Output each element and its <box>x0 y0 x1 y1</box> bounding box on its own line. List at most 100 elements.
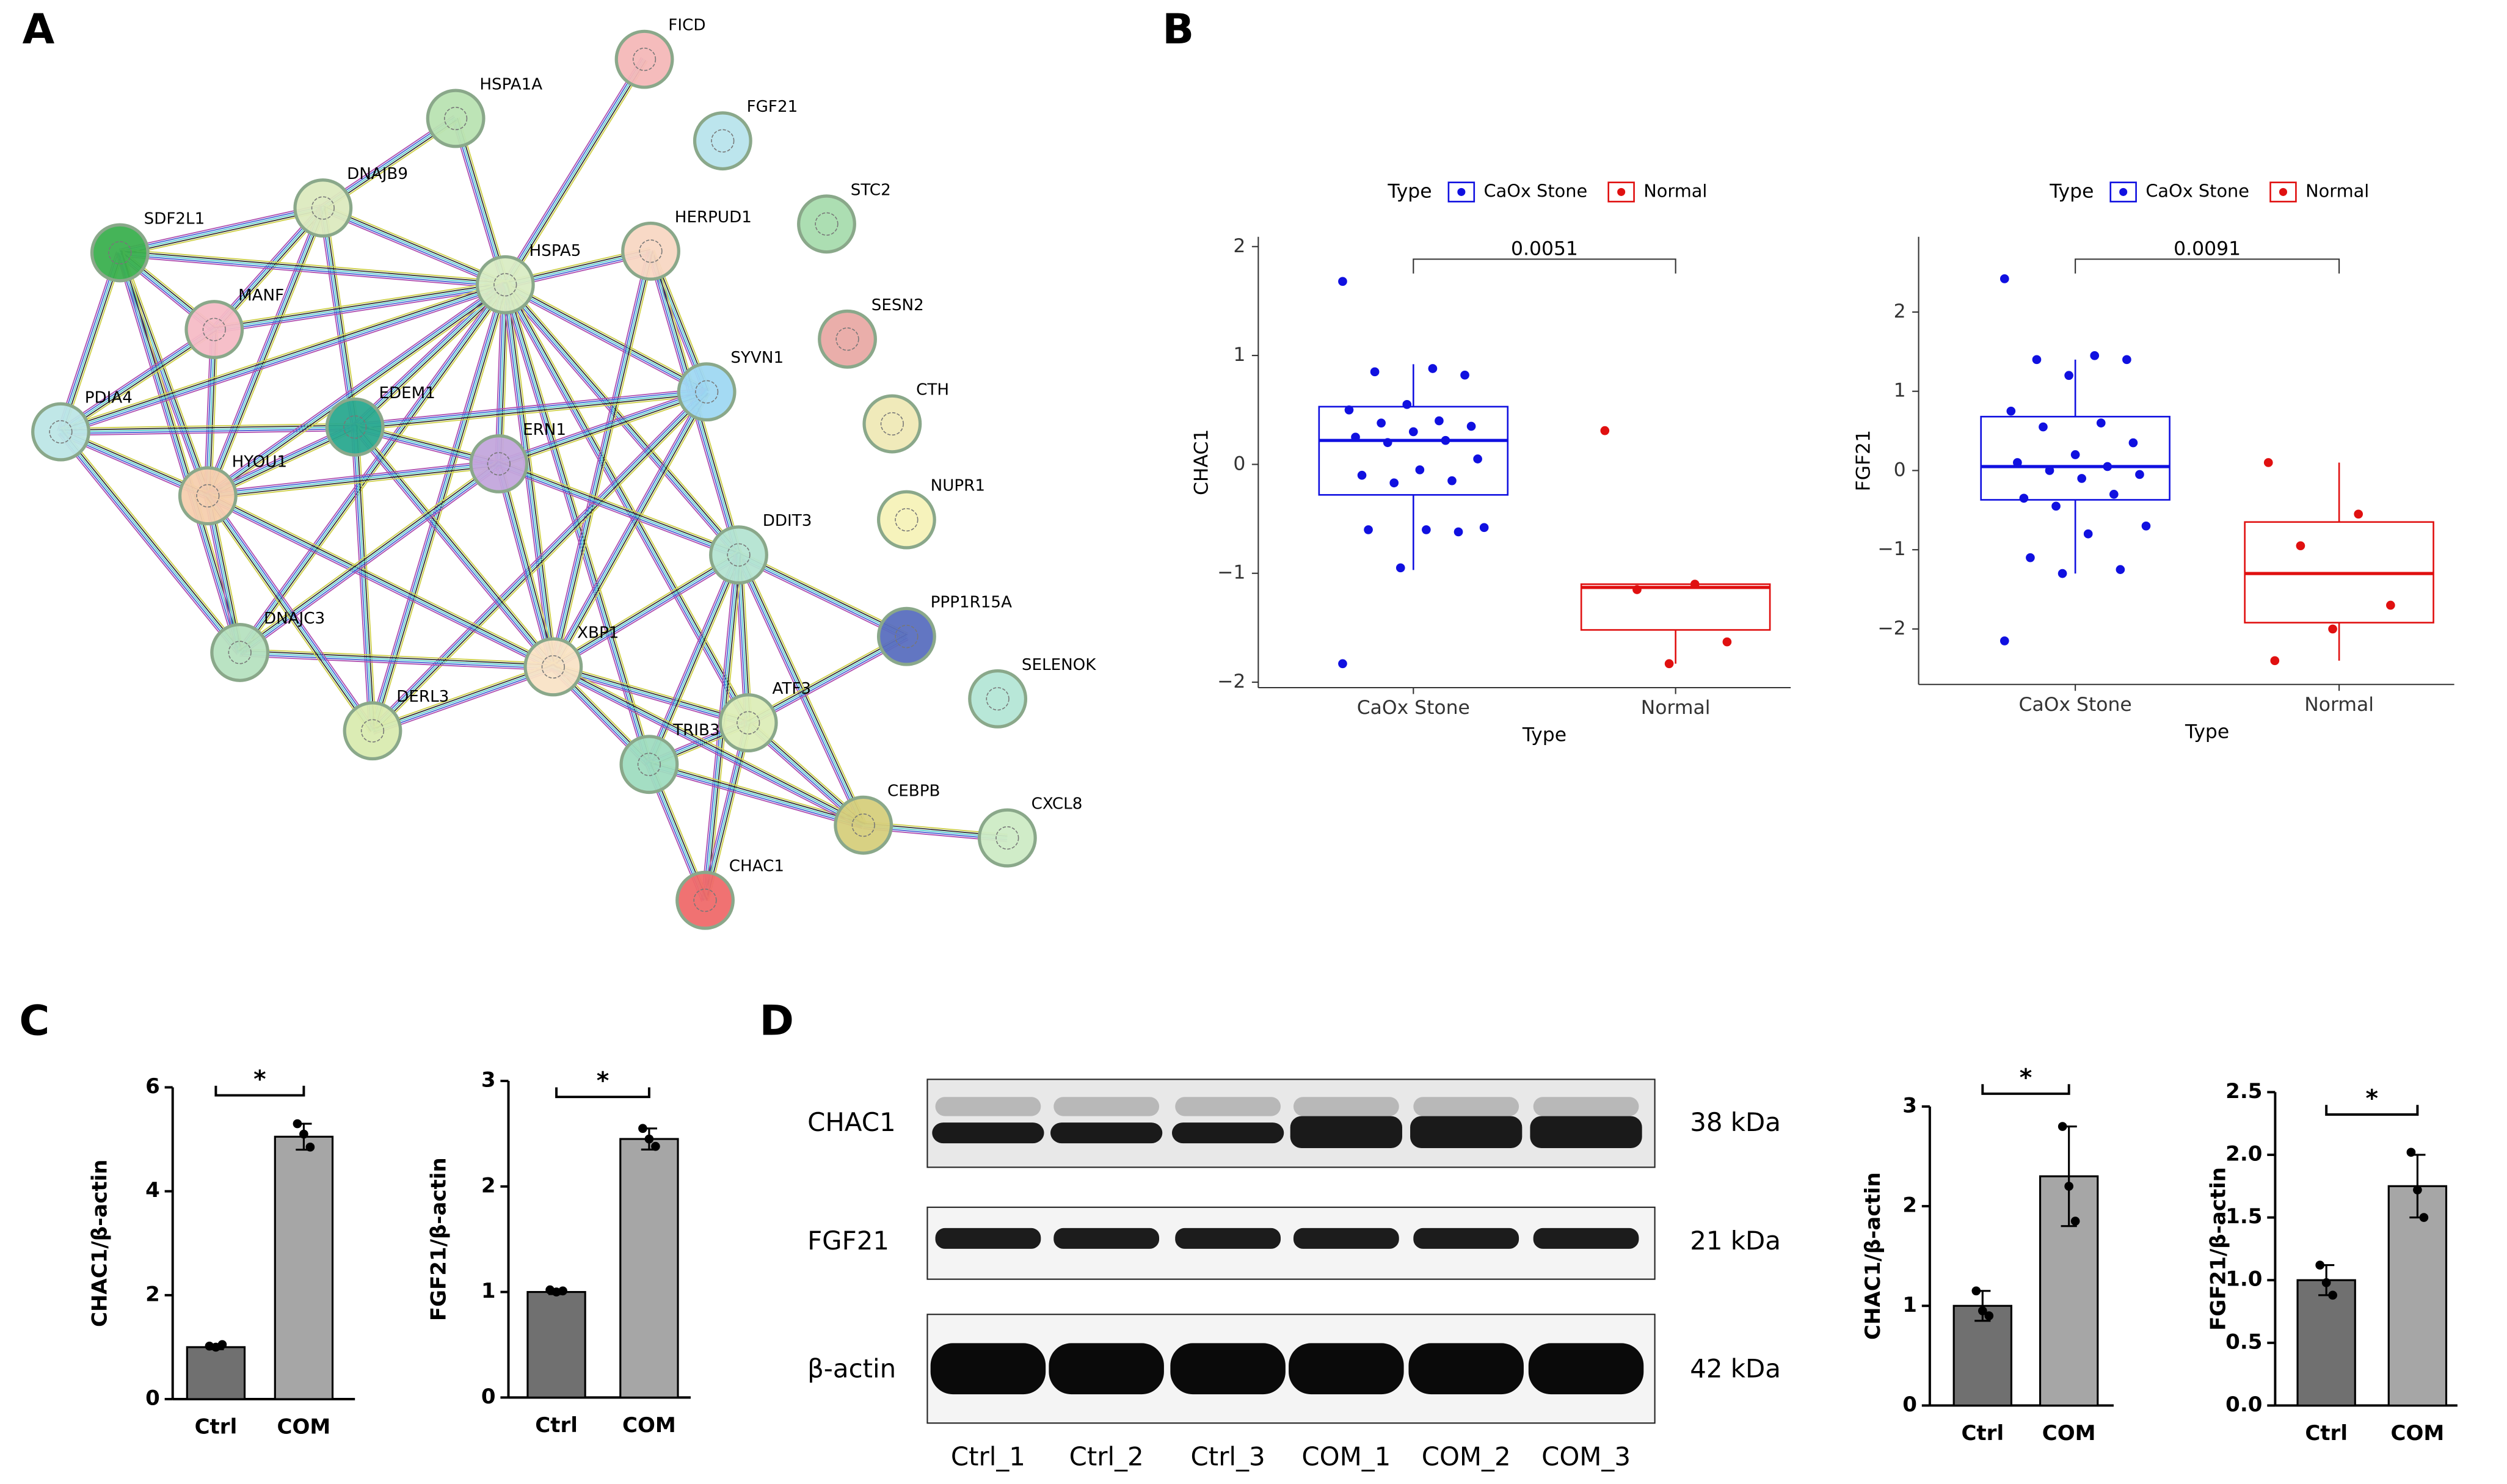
network-edge <box>214 288 506 334</box>
data-point <box>1479 523 1489 533</box>
blot-band <box>1175 1228 1281 1249</box>
lane-label: Ctrl_2 <box>1069 1441 1144 1471</box>
network-edge <box>747 634 906 722</box>
network-edge <box>210 209 327 498</box>
data-point <box>1370 367 1380 377</box>
bar <box>274 1135 334 1400</box>
data-point <box>1441 435 1450 445</box>
blot-row-label: FGF21 <box>807 1226 889 1256</box>
blot-band <box>1410 1116 1523 1148</box>
network-edge <box>649 763 864 826</box>
y-tick-label: 1 <box>1233 344 1245 366</box>
data-point <box>2039 422 2048 432</box>
bar <box>526 1291 586 1399</box>
node-structure <box>311 196 335 220</box>
data-point <box>1422 525 1431 534</box>
legend-label: CaOx Stone <box>1483 180 1587 201</box>
network-edge <box>122 251 244 652</box>
blot-band <box>1413 1228 1519 1249</box>
y-axis-title: FGF21/β-actin <box>2206 1167 2230 1331</box>
data-point <box>1722 637 1732 647</box>
node-structure <box>487 452 511 476</box>
network-edge <box>239 284 506 653</box>
data-point <box>1984 1311 1994 1320</box>
network-edge <box>497 466 738 559</box>
data-point <box>1466 421 1476 431</box>
blot-band <box>1289 1343 1404 1395</box>
network-edge <box>355 285 507 429</box>
legend-dot <box>1617 187 1626 196</box>
network-edge <box>57 251 117 431</box>
data-point <box>1435 416 1444 426</box>
data-point <box>2083 529 2093 539</box>
network-edge <box>552 667 863 827</box>
network-edge <box>500 395 708 468</box>
y-tick-label: 0 <box>481 1384 496 1409</box>
panel-label: C <box>19 997 49 1045</box>
y-tick-label: 2.0 <box>2225 1141 2262 1166</box>
network-edge <box>206 496 372 732</box>
blot-band <box>1171 1122 1284 1144</box>
lane-label: COM_2 <box>1422 1441 1511 1471</box>
data-point <box>2090 351 2100 360</box>
network-edge <box>59 432 239 654</box>
network-edge <box>372 391 707 732</box>
blot-band <box>1533 1228 1639 1249</box>
y-tick-label: 2 <box>1894 300 1906 322</box>
network-node <box>619 735 679 795</box>
network-edge <box>213 280 505 327</box>
node-structure <box>196 484 220 507</box>
network-edge <box>553 554 739 667</box>
p-value: 0.0051 <box>1511 238 1578 260</box>
y-tick-label: 2 <box>1902 1193 1917 1218</box>
network-edge <box>551 553 738 666</box>
network-edge <box>507 282 742 553</box>
network-edge <box>552 667 748 726</box>
network-edge <box>60 329 215 432</box>
x-tick-label: Ctrl <box>2305 1421 2348 1446</box>
data-point <box>293 1119 302 1129</box>
significance-bracket <box>1413 258 1676 274</box>
network-edge <box>508 60 648 287</box>
data-point <box>1395 563 1405 573</box>
network-edge <box>321 208 354 427</box>
network-edge <box>706 723 751 901</box>
network-edge <box>115 253 238 654</box>
x-tick-label: CaOx Stone <box>1357 697 1470 719</box>
data-point <box>2328 624 2337 634</box>
node-structure <box>343 415 367 439</box>
network-edge <box>553 664 865 824</box>
y-tick-label: 1 <box>1902 1293 1917 1317</box>
network-edge <box>64 253 124 434</box>
legend-swatch <box>1607 181 1635 203</box>
x-tick-label: Ctrl <box>195 1415 238 1439</box>
network-edge <box>205 281 504 493</box>
node-label: DNAJB9 <box>347 165 408 183</box>
network-edge <box>207 495 554 667</box>
network-edge <box>708 723 752 901</box>
y-axis-title: FGF21 <box>1853 430 1875 491</box>
network-edge <box>355 425 555 666</box>
network-edge <box>551 250 650 667</box>
network-edge <box>551 669 862 829</box>
blot-band <box>1293 1097 1399 1116</box>
panel-label: A <box>23 5 55 54</box>
network-edge <box>649 555 740 765</box>
network-node <box>862 394 922 454</box>
blot-band <box>1290 1116 1402 1148</box>
y-tick-label: 1 <box>481 1279 496 1303</box>
node-structure <box>851 813 875 837</box>
network-edge <box>497 388 706 461</box>
node-label: SELENOK <box>1022 656 1096 674</box>
network-edge <box>351 427 370 732</box>
data-point <box>299 1129 308 1139</box>
node-label: PDIA4 <box>85 389 133 407</box>
network-edge <box>119 252 209 496</box>
network-edge <box>242 286 509 655</box>
x-tick-label: COM <box>2391 1421 2445 1446</box>
network-edge <box>501 286 746 725</box>
blot-band <box>1408 1343 1524 1395</box>
y-axis-title: CHAC1/β-actin <box>1861 1172 1885 1340</box>
network-edge <box>214 284 506 330</box>
significance-bracket <box>2075 258 2340 274</box>
